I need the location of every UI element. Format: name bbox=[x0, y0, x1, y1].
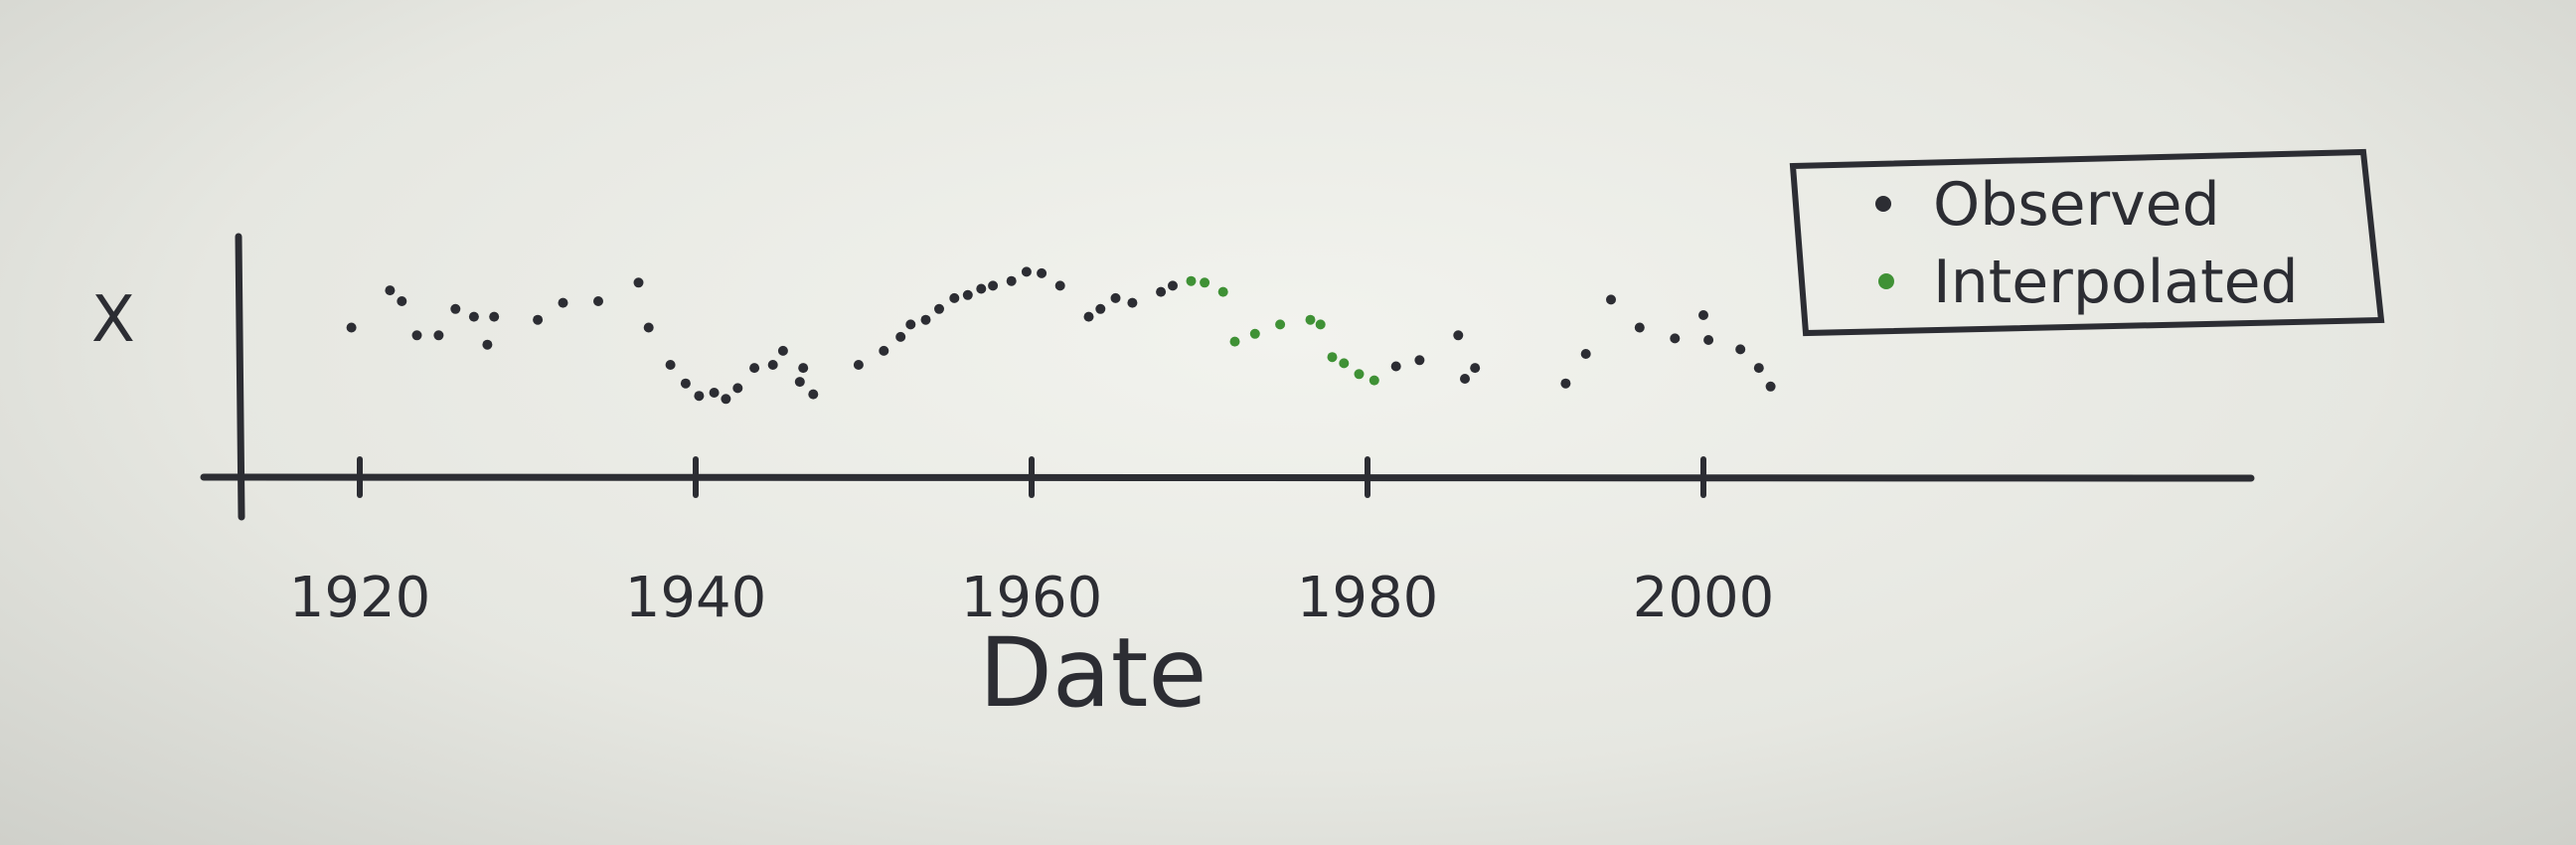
observed-point bbox=[1021, 266, 1032, 277]
observed-point bbox=[777, 345, 788, 356]
x-axis-line bbox=[200, 473, 2255, 482]
observed-point bbox=[1414, 355, 1425, 366]
interpolated-point bbox=[1354, 369, 1365, 380]
observed-point bbox=[558, 297, 568, 308]
legend-marker-interpolated bbox=[1878, 273, 1894, 289]
observed-point bbox=[1703, 335, 1714, 345]
observed-point bbox=[721, 394, 731, 405]
observed-point bbox=[749, 363, 760, 374]
legend-label-observed: Observed bbox=[1933, 170, 2220, 240]
observed-point bbox=[1083, 311, 1094, 322]
legend-label-interpolated: Interpolated bbox=[1933, 248, 2299, 317]
interpolated-point bbox=[1229, 336, 1240, 347]
observed-point bbox=[988, 280, 999, 291]
observed-point bbox=[385, 285, 396, 296]
observed-point bbox=[694, 391, 705, 402]
interpolated-point bbox=[1186, 275, 1197, 286]
x-axis-label: Date bbox=[979, 617, 1207, 729]
observed-point bbox=[633, 277, 644, 288]
observed-point bbox=[489, 311, 500, 322]
y-axis-line bbox=[235, 233, 245, 521]
observed-point bbox=[1670, 333, 1681, 344]
observed-point bbox=[468, 311, 479, 322]
y-axis-label: X bbox=[91, 283, 135, 357]
observed-point bbox=[976, 283, 987, 294]
observed-point bbox=[1168, 280, 1178, 291]
axes: X Date bbox=[91, 233, 2255, 729]
observed-point bbox=[1006, 275, 1017, 286]
observed-point bbox=[1390, 361, 1401, 372]
observed-point bbox=[920, 314, 931, 325]
observed-point bbox=[1054, 280, 1065, 291]
observed-point bbox=[450, 303, 461, 314]
x-tick-label: 1960 bbox=[961, 566, 1103, 630]
observed-point bbox=[794, 377, 805, 388]
observed-point bbox=[593, 296, 603, 306]
observed-point bbox=[709, 388, 720, 398]
interpolated-point bbox=[1200, 277, 1210, 288]
observed-point bbox=[1127, 297, 1138, 308]
observed-point bbox=[767, 360, 778, 370]
observed-point bbox=[1470, 363, 1481, 374]
interpolated-point bbox=[1339, 358, 1350, 369]
observed-point bbox=[879, 345, 889, 356]
observed-point bbox=[1453, 330, 1464, 341]
interpolated-point bbox=[1315, 319, 1326, 330]
legend-box bbox=[1789, 148, 2385, 337]
x-tick-label: 2000 bbox=[1633, 566, 1775, 630]
observed-point bbox=[853, 360, 864, 370]
observed-point bbox=[1460, 374, 1470, 384]
observed-point bbox=[1560, 378, 1571, 389]
observed-point bbox=[665, 360, 676, 370]
observed-point bbox=[1698, 310, 1708, 320]
observed-point bbox=[397, 296, 407, 306]
observed-point bbox=[949, 292, 960, 303]
x-ticks: 1920 1940 1960 1980 2000 bbox=[289, 456, 1775, 630]
interpolated-point bbox=[1275, 319, 1286, 330]
x-tick-label: 1980 bbox=[1297, 566, 1439, 630]
observed-point bbox=[346, 322, 357, 333]
observed-point bbox=[643, 322, 654, 333]
observed-point bbox=[680, 378, 691, 389]
interpolated-point bbox=[1327, 352, 1338, 363]
observed-point bbox=[1110, 292, 1121, 303]
observed-point bbox=[1735, 344, 1746, 355]
observed-point bbox=[1606, 294, 1616, 305]
observed-point bbox=[433, 330, 444, 341]
interpolated-point bbox=[1368, 375, 1379, 386]
observed-point bbox=[905, 319, 916, 330]
x-tick-label: 1940 bbox=[625, 566, 767, 630]
observed-point bbox=[798, 363, 809, 374]
legend-marker-observed bbox=[1875, 196, 1891, 212]
observed-point bbox=[808, 389, 819, 400]
observed-point bbox=[1156, 286, 1167, 297]
observed-point bbox=[934, 303, 944, 314]
observed-point bbox=[732, 383, 743, 394]
observed-point bbox=[1753, 363, 1764, 374]
x-tick-label: 1920 bbox=[289, 566, 431, 630]
observed-point bbox=[411, 330, 422, 341]
observed-point bbox=[1634, 322, 1645, 333]
observed-point bbox=[1765, 381, 1776, 392]
observed-point bbox=[1037, 267, 1047, 278]
observed-point bbox=[533, 314, 544, 325]
interpolated-point bbox=[1305, 314, 1316, 325]
observed-point bbox=[895, 331, 906, 342]
observed-point bbox=[962, 289, 973, 300]
observed-point bbox=[1580, 349, 1591, 359]
interpolated-point bbox=[1249, 328, 1260, 339]
interpolated-point bbox=[1217, 286, 1228, 297]
observed-point bbox=[1095, 303, 1106, 314]
data-points bbox=[346, 266, 1776, 405]
legend: Observed Interpolated bbox=[1789, 148, 2385, 337]
observed-point bbox=[482, 339, 493, 350]
